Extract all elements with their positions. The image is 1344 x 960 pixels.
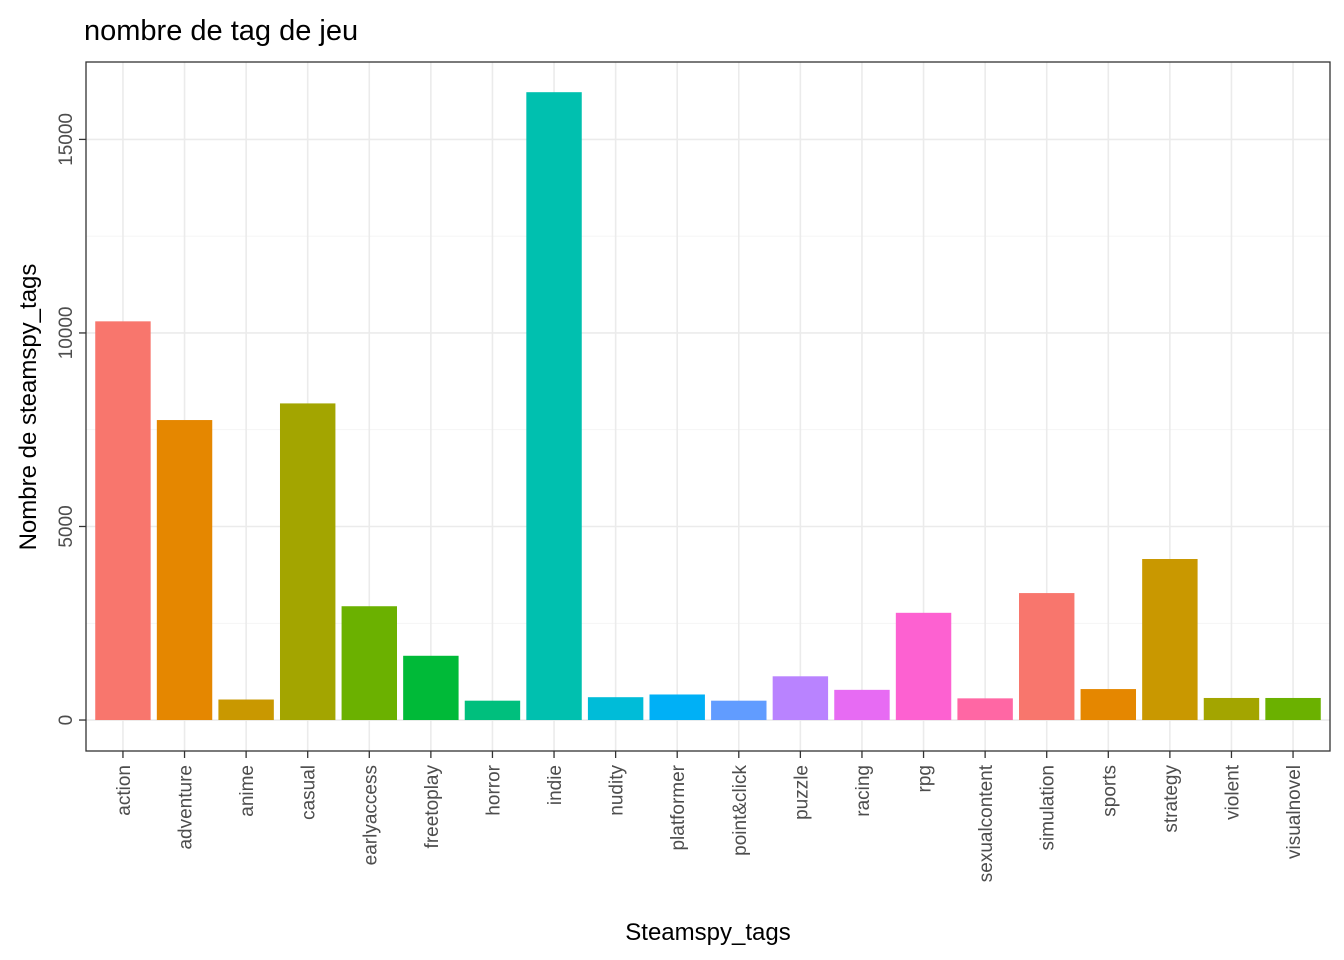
y-tick-label: 0 xyxy=(56,715,77,726)
x-tick-label: point&click xyxy=(730,765,751,856)
bar-action xyxy=(95,321,151,721)
x-tick-label: rpg xyxy=(915,765,936,792)
bar-platformer xyxy=(649,694,705,721)
bar-point-click xyxy=(711,700,767,721)
bar-visualnovel xyxy=(1265,697,1321,721)
x-axis: action adventure anime casual earlyaccess fre… xyxy=(114,751,1305,882)
x-tick-label: indie xyxy=(545,765,566,805)
y-axis: 0 5000 10000 15000 xyxy=(56,113,86,725)
x-tick-label: sexualcontent xyxy=(976,764,997,882)
y-tick-label: 15000 xyxy=(56,113,77,166)
bar-sports xyxy=(1080,689,1137,721)
bar-nudity xyxy=(587,697,644,721)
x-tick-label: strategy xyxy=(1161,765,1182,833)
bar-racing xyxy=(834,689,890,721)
x-tick-label: adventure xyxy=(176,765,197,850)
bar-freetoplay xyxy=(403,655,459,721)
bar-horror xyxy=(464,700,521,721)
x-tick-label: nudity xyxy=(607,765,628,816)
bar-simulation xyxy=(1019,593,1075,721)
bar-casual xyxy=(279,403,336,721)
chart-title: nombre de tag de jeu xyxy=(84,15,358,47)
x-tick-label: visualnovel xyxy=(1284,765,1305,859)
x-tick-label: casual xyxy=(299,765,320,820)
y-tick-label: 5000 xyxy=(56,505,77,547)
y-tick-label: 10000 xyxy=(56,307,77,360)
x-tick-label: simulation xyxy=(1038,765,1059,851)
x-tick-label: platformer xyxy=(668,764,689,850)
bar-puzzle xyxy=(772,676,829,721)
x-tick-label: anime xyxy=(237,765,258,817)
bar-earlyaccess xyxy=(341,606,397,721)
x-tick-label: earlyaccess xyxy=(360,765,381,865)
x-tick-label: freetoplay xyxy=(422,765,443,849)
bar-violent xyxy=(1203,697,1260,721)
x-tick-label: puzzle xyxy=(791,765,812,820)
x-axis-title: Steamspy_tags xyxy=(625,919,790,946)
bar-sexualcontent xyxy=(957,698,1013,721)
bar-adventure xyxy=(156,420,213,721)
panel-border xyxy=(85,61,1331,752)
bar-strategy xyxy=(1142,559,1198,721)
x-tick-label: horror xyxy=(483,764,504,815)
bar-indie xyxy=(526,92,582,721)
x-tick-label: sports xyxy=(1099,765,1120,817)
bar-rpg xyxy=(895,612,952,721)
y-axis-title: Nombre de steamspy_tags xyxy=(15,264,42,551)
bars xyxy=(95,92,1321,721)
x-tick-label: violent xyxy=(1222,764,1243,820)
bar-anime xyxy=(218,699,274,721)
x-tick-label: action xyxy=(114,765,135,816)
x-tick-label: racing xyxy=(853,765,874,817)
